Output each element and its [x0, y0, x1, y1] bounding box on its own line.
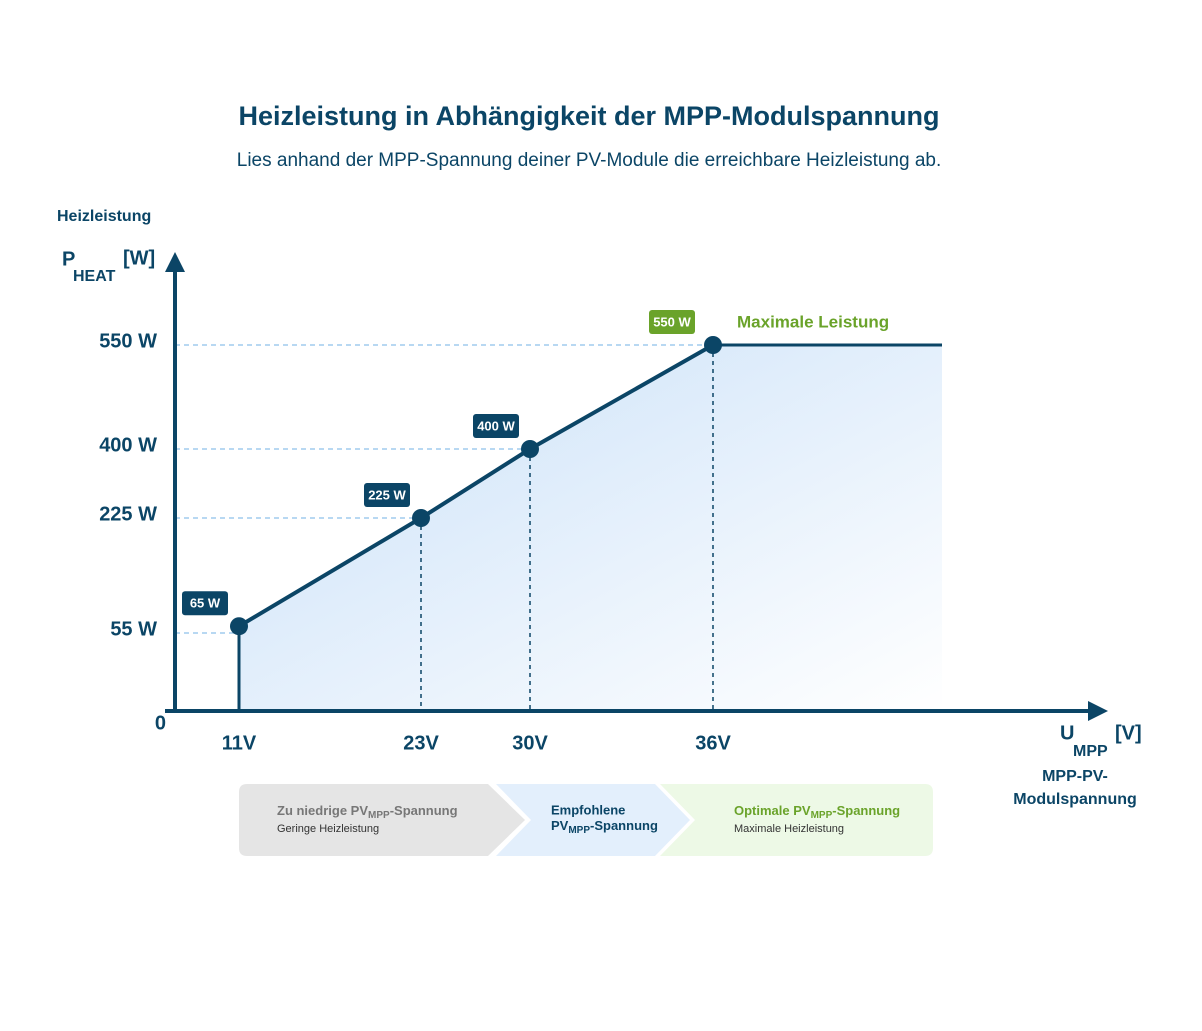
overlay: 0 55 W 225 W 400 W 550 W 11V 23V 30V 36V 65 W 225 … — [99, 310, 889, 754]
zone-title-text: -Spannung — [590, 818, 658, 833]
point — [521, 440, 539, 458]
y-tick-label: 550 W — [99, 330, 157, 352]
y-tick-label: 55 W — [110, 618, 157, 640]
chart-subtitle: Lies anhand der MPP-Spannung deiner PV-M… — [237, 150, 942, 171]
x-axis-label: MPP-PV- — [1042, 768, 1108, 785]
y-axis-label: Heizleistung — [57, 208, 151, 225]
zone-low — [239, 784, 525, 856]
x-axis-arrow — [1088, 701, 1108, 721]
x-tick-label: 23V — [403, 732, 439, 754]
zone-title-sub: MPP — [811, 810, 833, 821]
zone-title-sub: MPP — [568, 825, 590, 836]
zone-recommended — [496, 784, 690, 856]
value-label: 550 W — [653, 314, 691, 329]
y-tick-label: 0 — [155, 712, 166, 734]
zone-note: Geringe Heizleistung — [277, 823, 379, 835]
y-tick-label: 400 W — [99, 434, 157, 456]
value-label: 400 W — [477, 418, 515, 433]
zone-note: Maximale Heizleistung — [734, 823, 844, 835]
y-tick-label: 225 W — [99, 503, 157, 525]
value-badge — [364, 483, 410, 507]
point — [412, 509, 430, 527]
chart-title: Heizleistung in Abhängigkeit der MPP-Mod… — [239, 101, 940, 131]
zone-title-text: PV — [551, 818, 569, 833]
plot — [175, 343, 942, 712]
x-axis-symbol-sub: MPP — [1073, 743, 1108, 760]
zone-title-text: -Spannung — [832, 803, 900, 818]
y-axis-symbol: P — [62, 248, 75, 270]
zone-title: PVMPP-Spannung — [551, 818, 658, 835]
value-label: 225 W — [368, 487, 406, 502]
zone-title-text: Zu niedrige PV — [277, 803, 368, 818]
zone-optimal — [660, 784, 933, 856]
zone-title: Optimale PVMPP-Spannung — [734, 803, 900, 820]
point — [704, 336, 722, 354]
x-axis-unit: [V] — [1115, 722, 1142, 744]
x-tick-label: 11V — [222, 732, 257, 754]
y-axis-unit: [W] — [123, 247, 155, 269]
zone-title: Zu niedrige PVMPP-Spannung — [277, 803, 458, 820]
x-tick-label: 30V — [512, 732, 548, 754]
line — [237, 343, 714, 628]
point — [230, 617, 248, 636]
value-badge — [182, 591, 228, 616]
zone-title-sub: MPP — [368, 810, 390, 821]
value-badge — [649, 310, 695, 334]
annotation: Maximale Leistung — [737, 312, 889, 331]
value-badge — [473, 414, 519, 438]
area — [239, 345, 942, 711]
zone-title-text: Optimale PV — [734, 803, 811, 818]
value-label: 65 W — [190, 596, 221, 611]
y-axis-arrow — [165, 252, 185, 272]
zone-title-text: -Spannung — [390, 803, 458, 818]
x-tick-label: 36V — [695, 732, 731, 754]
x-axis-label: Modulspannung — [1013, 791, 1137, 808]
y-axis-symbol-sub: HEAT — [73, 268, 116, 285]
x-axis-symbol: U — [1060, 722, 1074, 744]
zone-title: Empfohlene — [551, 802, 625, 817]
